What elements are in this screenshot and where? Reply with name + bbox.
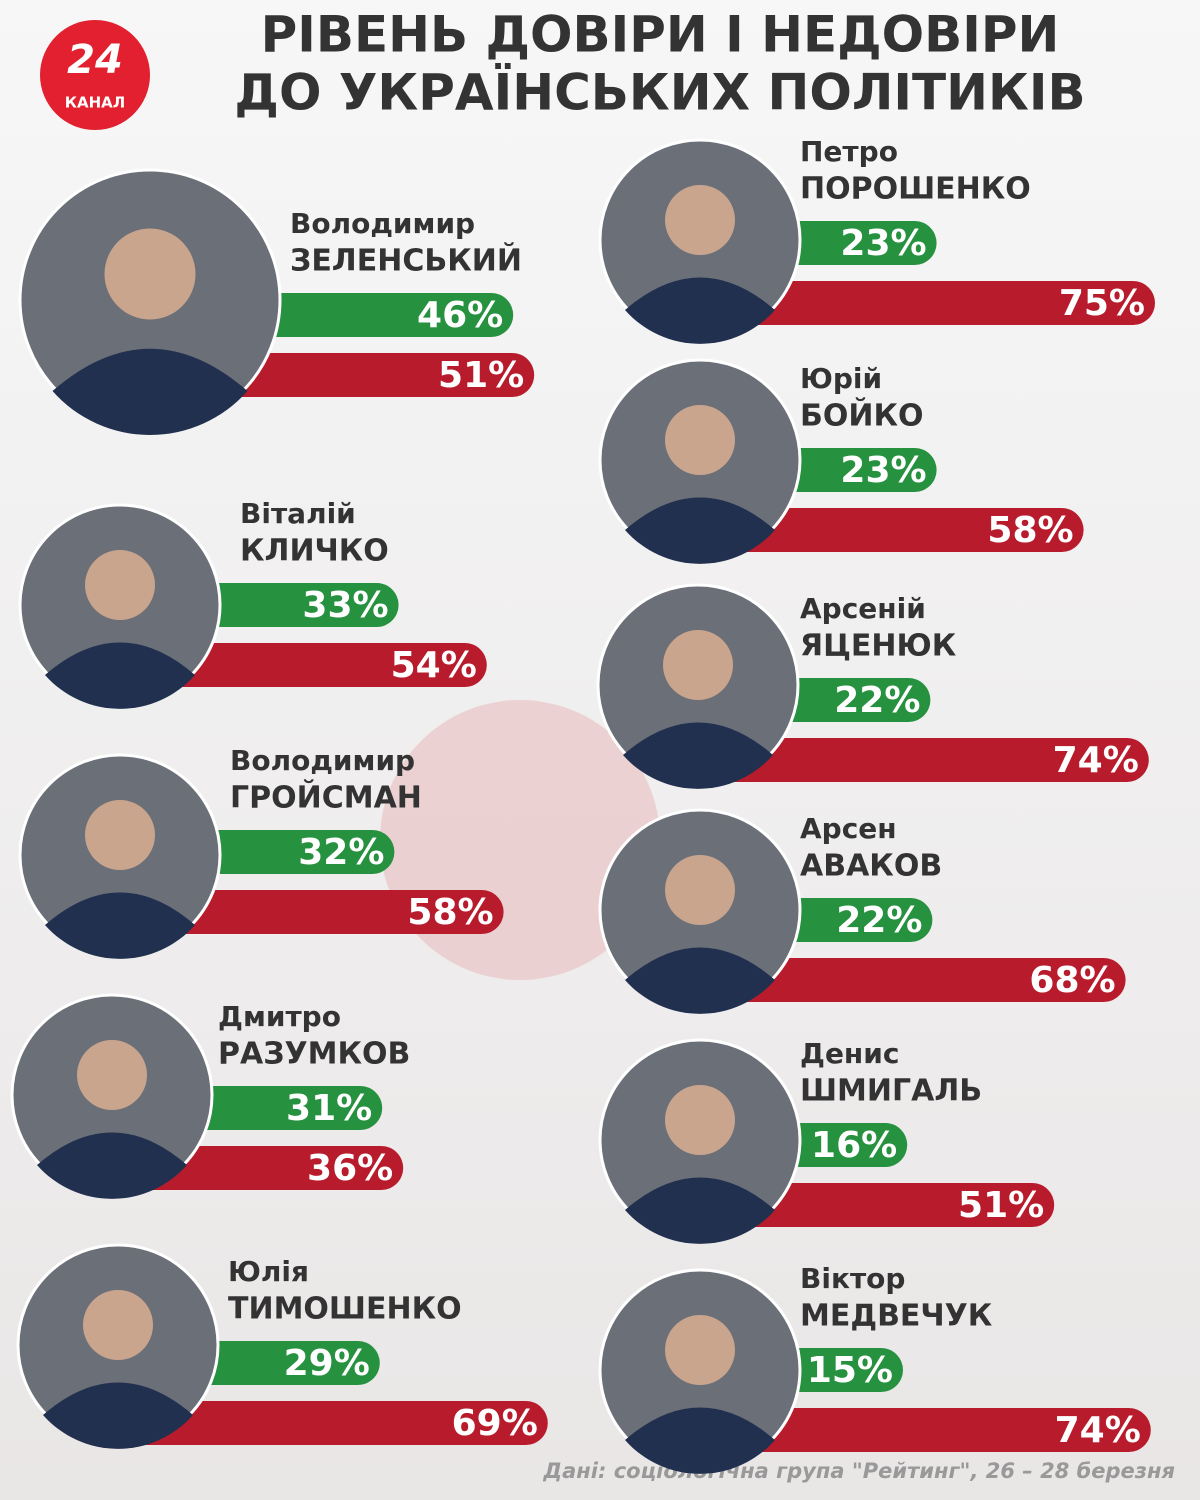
bar — [118, 1401, 548, 1446]
bar — [120, 890, 504, 934]
photo-head — [83, 1290, 153, 1360]
photo-body — [625, 947, 775, 1014]
value-label: 31% — [286, 1088, 372, 1129]
photo-head — [665, 1315, 735, 1385]
first-name: Віктор — [800, 1262, 905, 1295]
first-name: Юлія — [228, 1255, 309, 1288]
photo-body — [52, 348, 248, 436]
last-name: ЗЕЛЕНСЬКИЙ — [290, 243, 522, 279]
value-label: 46% — [417, 295, 503, 336]
last-name: ГРОЙСМАН — [230, 780, 422, 816]
value-label: 23% — [840, 223, 926, 264]
photo-body — [45, 642, 195, 709]
chart: ВолодимирЗЕЛЕНСЬКИЙ46%51%ВіталійКЛИЧКО33… — [10, 135, 1155, 1474]
value-label: 16% — [811, 1125, 897, 1166]
value-label: 74% — [1055, 1410, 1141, 1451]
bar — [700, 1408, 1151, 1452]
photo-body — [43, 1382, 193, 1449]
logo-name: КАНАЛ — [65, 94, 126, 112]
first-name: Петро — [800, 135, 898, 168]
last-name: АВАКОВ — [800, 849, 942, 884]
photo-head — [85, 550, 155, 620]
photo-body — [623, 722, 773, 789]
photo-head — [77, 1040, 147, 1110]
last-name: ШМИГАЛЬ — [800, 1074, 982, 1109]
bar — [700, 1183, 1055, 1227]
bar — [700, 281, 1155, 325]
value-label: 69% — [452, 1403, 538, 1444]
photo-head — [665, 855, 735, 925]
title-line: ДО УКРАЇНСЬКИХ ПОЛІТИКІВ — [234, 64, 1085, 122]
logo-number: 24 — [67, 37, 123, 83]
first-name: Володимир — [230, 744, 415, 777]
title-line: РІВЕНЬ ДОВІРИ І НЕДОВІРИ — [261, 6, 1060, 64]
value-label: 54% — [391, 645, 477, 686]
photo-head — [85, 800, 155, 870]
value-label: 32% — [298, 832, 384, 873]
last-name: РАЗУМКОВ — [218, 1037, 410, 1072]
value-label: 75% — [1059, 283, 1145, 324]
value-label: 29% — [284, 1343, 370, 1384]
bar — [698, 738, 1149, 782]
value-label: 33% — [302, 585, 388, 626]
photo-body — [625, 1177, 775, 1244]
value-label: 36% — [307, 1148, 393, 1189]
photo-head — [665, 185, 735, 255]
photo-body — [45, 892, 195, 959]
first-name: Володимир — [290, 207, 475, 240]
photo-head — [663, 630, 733, 700]
photo-head — [104, 228, 196, 320]
last-name: ПОРОШЕНКО — [800, 172, 1031, 207]
first-name: Юрій — [800, 362, 882, 395]
value-label: 51% — [438, 355, 524, 396]
last-name: МЕДВЕЧУК — [800, 1299, 993, 1334]
bar — [700, 508, 1084, 552]
last-name: КЛИЧКО — [240, 534, 389, 569]
first-name: Денис — [800, 1037, 900, 1070]
last-name: ТИМОШЕНКО — [228, 1292, 462, 1327]
value-label: 22% — [836, 900, 922, 941]
value-label: 23% — [840, 450, 926, 491]
logo-circle — [40, 20, 150, 130]
first-name: Дмитро — [218, 1000, 341, 1033]
photo-body — [625, 497, 775, 564]
first-name: Арсеній — [800, 592, 926, 625]
value-label: 68% — [1029, 960, 1115, 1001]
value-label: 58% — [987, 510, 1073, 551]
value-label: 58% — [407, 892, 493, 933]
photo-head — [665, 1085, 735, 1155]
bar — [700, 958, 1126, 1002]
photo-body — [625, 277, 775, 344]
value-label: 15% — [807, 1350, 893, 1391]
first-name: Віталій — [240, 497, 356, 530]
source: Дані: соціологічна група "Рейтинг", 26 –… — [542, 1459, 1175, 1483]
bar — [120, 643, 487, 687]
value-label: 51% — [958, 1185, 1044, 1226]
photo-head — [665, 405, 735, 475]
last-name: ЯЦЕНЮК — [800, 629, 957, 664]
value-label: 74% — [1053, 740, 1139, 781]
photo-body — [625, 1407, 775, 1474]
photo-body — [37, 1132, 187, 1199]
last-name: БОЙКО — [800, 398, 924, 434]
value-label: 22% — [834, 680, 920, 721]
first-name: Арсен — [800, 812, 897, 845]
